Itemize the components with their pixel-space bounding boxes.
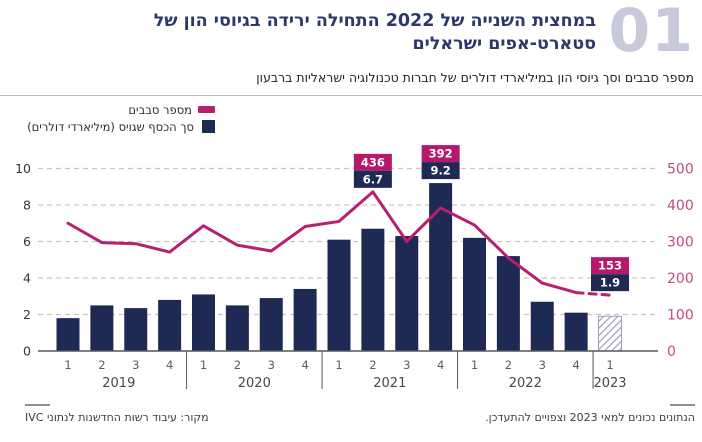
amount-bar bbox=[192, 294, 215, 351]
left-axis-tick: 10 bbox=[15, 161, 31, 176]
page-title: במחצית השנייה של 2022 התחילה ירידה בגיוס… bbox=[153, 11, 596, 55]
amount-bar-projected bbox=[598, 315, 622, 352]
rounds-line-swatch-icon bbox=[198, 106, 215, 113]
callout-rounds-box bbox=[591, 257, 629, 275]
amount-bar bbox=[564, 312, 588, 351]
left-axis-tick: 8 bbox=[23, 198, 31, 213]
year-label: 2023 bbox=[593, 376, 626, 391]
quarter-label: 4 bbox=[166, 358, 173, 372]
year-label: 2019 bbox=[102, 376, 135, 391]
callout-rounds-box bbox=[421, 145, 460, 163]
quarter-label: 3 bbox=[539, 358, 546, 372]
update-text: הנתונים נכונים למאי 2023 וצפויים להתעדכן… bbox=[485, 411, 695, 424]
quarter-label: 4 bbox=[572, 358, 579, 372]
amount-bar bbox=[56, 318, 80, 351]
quarter-label: 1 bbox=[606, 358, 613, 372]
quarter-label: 4 bbox=[437, 358, 444, 372]
quarter-label: 2 bbox=[505, 358, 512, 372]
callout-amount-value: 1.9 bbox=[600, 276, 620, 290]
quarter-label: 3 bbox=[268, 358, 275, 372]
callout-amount-box bbox=[353, 170, 392, 188]
quarter-label: 3 bbox=[132, 358, 139, 372]
callout-amount-value: 6.7 bbox=[363, 172, 383, 186]
year-label: 2022 bbox=[509, 376, 542, 391]
amount-bar bbox=[395, 236, 419, 351]
callout-rounds-value: 436 bbox=[361, 155, 385, 169]
right-axis-tick: 500 bbox=[667, 162, 694, 178]
quarter-label: 3 bbox=[403, 358, 410, 372]
quarter-label: 4 bbox=[301, 358, 308, 372]
amount-bar bbox=[327, 239, 351, 351]
callout-amount-box bbox=[421, 162, 460, 180]
quarter-label: 2 bbox=[369, 358, 376, 372]
quarter-label: 1 bbox=[335, 358, 342, 372]
right-axis-tick: 300 bbox=[667, 235, 694, 251]
callout-rounds-value: 392 bbox=[429, 147, 453, 161]
callout-rounds-box bbox=[353, 153, 392, 171]
quarter-label: 2 bbox=[98, 358, 105, 372]
update-note: הנתונים נכונים למאי 2023 וצפויים להתעדכן… bbox=[485, 404, 695, 424]
quarter-label: 1 bbox=[64, 358, 71, 372]
right-axis-tick: 200 bbox=[667, 271, 694, 287]
source-note: מקור: עיבוד רשות החדשנות לנתוני IVC bbox=[25, 404, 209, 424]
left-axis-tick: 4 bbox=[23, 271, 31, 286]
right-axis-tick: 400 bbox=[667, 198, 694, 214]
amount-bar bbox=[259, 298, 283, 351]
amount-bar bbox=[225, 305, 249, 351]
callout-amount-value: 9.2 bbox=[430, 164, 450, 178]
section-number: 01 bbox=[608, 0, 694, 66]
year-label: 2021 bbox=[373, 376, 406, 391]
amount-bar bbox=[124, 308, 148, 351]
quarter-label: 1 bbox=[471, 358, 478, 372]
quarter-label: 2 bbox=[234, 358, 241, 372]
left-axis-tick: 2 bbox=[23, 307, 31, 322]
amount-bar bbox=[293, 288, 317, 351]
amount-bar bbox=[361, 228, 385, 351]
right-axis-tick: 100 bbox=[667, 308, 694, 324]
update-rule bbox=[670, 404, 695, 406]
left-axis-tick: 6 bbox=[23, 234, 31, 249]
callout-rounds-value: 153 bbox=[598, 259, 622, 273]
amount-bar bbox=[530, 301, 554, 351]
amount-bar bbox=[90, 305, 114, 351]
legend-label-amount: סך הכסף שגויס (מיליארדי דולרים) bbox=[27, 119, 194, 134]
rounds-line bbox=[66, 190, 578, 295]
year-label: 2020 bbox=[238, 376, 271, 391]
amount-bar bbox=[158, 299, 182, 351]
legend-item-rounds: מספר סבבים bbox=[0, 101, 215, 118]
chart-subtitle: מספר סבבים וסך גיוסי הון במיליארדי דולרי… bbox=[256, 70, 694, 85]
left-axis-tick: 0 bbox=[23, 344, 31, 359]
chart-legend: מספר סבבים סך הכסף שגויס (מיליארדי דולרי… bbox=[0, 101, 215, 135]
source-text: מקור: עיבוד רשות החדשנות לנתוני IVC bbox=[25, 411, 209, 424]
amount-bar bbox=[429, 183, 453, 351]
right-axis-tick: 0 bbox=[667, 344, 676, 360]
legend-label-rounds: מספר סבבים bbox=[128, 102, 192, 117]
rounds-line-projection bbox=[574, 291, 612, 297]
quarter-label: 1 bbox=[200, 358, 207, 372]
header-divider bbox=[0, 95, 702, 96]
legend-item-amount: סך הכסף שגויס (מיליארדי דולרים) bbox=[0, 118, 215, 135]
callout-amount-box bbox=[591, 274, 629, 292]
amount-bar-swatch-icon bbox=[202, 120, 215, 133]
amount-bar bbox=[496, 256, 520, 351]
amount-bar bbox=[463, 237, 486, 351]
source-rule bbox=[25, 404, 50, 406]
